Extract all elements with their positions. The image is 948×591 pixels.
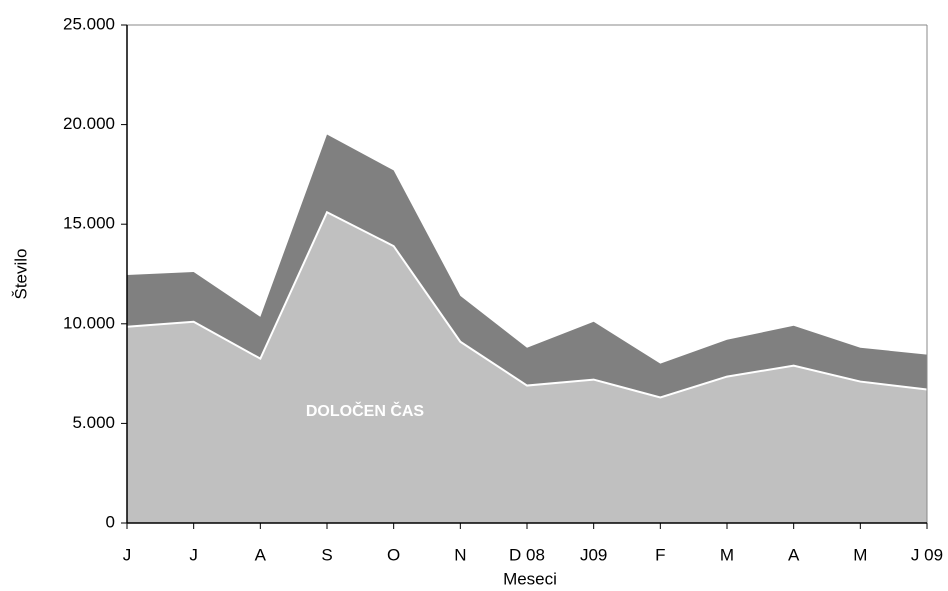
x-tick-label: J <box>189 545 198 564</box>
y-tick-label: 10.000 <box>63 313 115 332</box>
series-label: DOLOČEN ČAS <box>306 401 425 420</box>
x-tick-label: O <box>387 545 400 564</box>
area <box>127 212 927 524</box>
x-tick-label: M <box>720 545 734 564</box>
y-tick-label: 25.000 <box>63 14 115 33</box>
x-tick-label: J 09 <box>911 545 943 564</box>
y-tick-label: 5.000 <box>72 413 115 432</box>
x-tick-label: D 08 <box>509 545 545 564</box>
x-tick-label: F <box>655 545 665 564</box>
y-tick-label: 15.000 <box>63 214 115 233</box>
area <box>127 134 927 398</box>
x-tick-label: A <box>255 545 267 564</box>
y-tick-label: 0 <box>106 512 115 531</box>
x-axis-label: Meseci <box>503 569 557 588</box>
x-tick-label: S <box>321 545 332 564</box>
area-border <box>126 210 928 399</box>
y-tick-label: 20.000 <box>63 114 115 133</box>
x-tick-label: M <box>853 545 867 564</box>
y-axis-label: Število <box>11 248 30 299</box>
x-tick-label: N <box>454 545 466 564</box>
x-tick-label: A <box>788 545 800 564</box>
x-tick-label: J <box>123 545 132 564</box>
x-tick-label: J09 <box>580 545 607 564</box>
